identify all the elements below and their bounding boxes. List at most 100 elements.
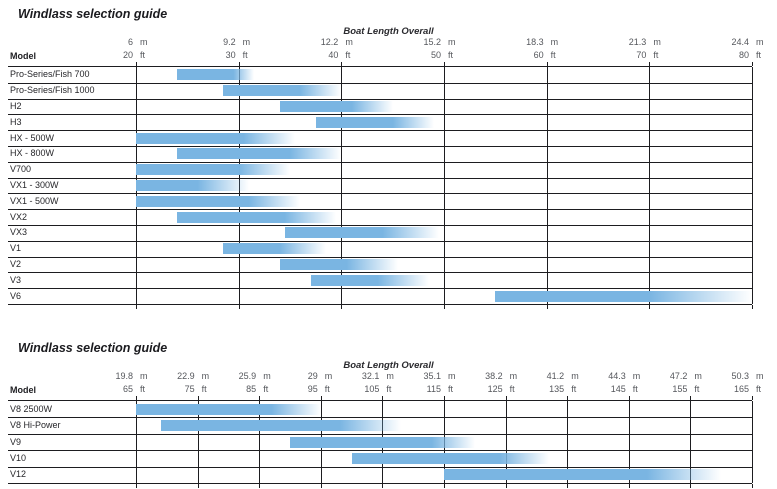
model-label: V6 <box>10 291 22 301</box>
tick-label-m: 22.9 <box>177 371 195 381</box>
model-label: V1 <box>10 243 22 253</box>
tick-unit-m: m <box>201 371 210 381</box>
range-bar <box>223 243 326 254</box>
row-separator <box>8 467 752 468</box>
tick-label-m: 6 <box>127 37 133 47</box>
tick-unit-ft: ft <box>509 384 515 394</box>
row-separator <box>8 209 752 210</box>
model-label: V700 <box>10 164 32 174</box>
model-label: V10 <box>10 453 27 463</box>
gridline <box>567 401 569 483</box>
tick-unit-ft: ft <box>756 50 762 60</box>
tick-label-ft: 105 <box>364 384 380 394</box>
tick-unit-ft: ft <box>694 384 700 394</box>
row-separator <box>8 434 752 435</box>
model-column-header: Model <box>10 51 36 61</box>
range-bar <box>223 85 341 96</box>
tick-label-m: 12.2 <box>320 37 339 47</box>
tick-unit-m: m <box>140 37 148 47</box>
gridline <box>752 401 753 483</box>
axis-tick <box>690 484 692 488</box>
tick-label-m: 25.9 <box>238 371 257 381</box>
gridline <box>752 67 753 304</box>
tick-unit-m: m <box>448 37 456 47</box>
axis-tick-labels: 6 m 20 ft 9.2 m 30 ft 12.2 m 40 ft 15.2 m 50 ft 18.3 m 60 f… <box>0 0 777 66</box>
axis-tick <box>238 62 240 66</box>
range-bar <box>136 404 321 415</box>
axis-tick <box>259 484 261 488</box>
tick-unit-ft: ft <box>324 384 330 394</box>
range-bar <box>177 212 336 223</box>
tick-label-m: 47.2 <box>669 371 688 381</box>
tick-unit-ft: ft <box>632 384 638 394</box>
axis-tick <box>444 396 445 400</box>
axis-tick <box>628 396 630 400</box>
row-separator <box>8 146 752 147</box>
axis-tick <box>136 305 137 309</box>
tick-unit-ft: ft <box>386 384 392 394</box>
range-bar <box>177 148 341 159</box>
model-label: V12 <box>10 469 27 479</box>
gridline <box>341 67 343 304</box>
gridline <box>444 67 445 304</box>
boat-length-overall-label: Boat Length Overall <box>343 360 434 371</box>
tick-unit-ft: ft <box>201 384 207 394</box>
tick-unit-m: m <box>386 371 394 381</box>
model-label: VX2 <box>10 212 28 222</box>
axis-tick <box>546 62 548 66</box>
axis-tick <box>197 484 199 488</box>
model-label: V9 <box>10 437 22 447</box>
tick-label-m: 9.2 <box>223 37 236 47</box>
axis-tick <box>320 396 322 400</box>
range-bar <box>177 69 254 80</box>
axis-tick <box>382 484 384 488</box>
axis-tick <box>136 396 137 400</box>
range-bar <box>136 133 295 144</box>
tick-label-m: 38.2 <box>485 371 503 381</box>
axis-tick <box>752 396 753 400</box>
tick-unit-m: m <box>242 37 251 47</box>
row-separator <box>8 193 752 194</box>
row-separator <box>8 178 752 179</box>
axis-tick <box>567 484 569 488</box>
range-bar <box>280 101 393 112</box>
tick-label-ft: 70 <box>636 50 647 60</box>
tick-unit-m: m <box>653 37 661 47</box>
range-bar <box>280 259 398 270</box>
tick-unit-m: m <box>550 37 559 47</box>
chart-grid: V8 2500W V8 Hi-Power V9 V10 V12 <box>8 396 753 488</box>
model-label: H3 <box>10 117 22 127</box>
row-separator <box>8 241 752 242</box>
model-label: Pro-Series/Fish 700 <box>10 69 90 79</box>
axis-tick <box>136 484 137 488</box>
tick-unit-m: m <box>345 37 353 47</box>
row-separator <box>8 417 752 418</box>
gridline <box>259 401 261 483</box>
row-separator <box>8 130 752 131</box>
tick-label-ft: 20 <box>122 50 133 60</box>
range-bar <box>136 164 290 175</box>
range-bar <box>136 196 300 207</box>
row-separator <box>8 450 752 451</box>
chart-title: Windlass selection guide <box>18 7 168 21</box>
tick-unit-ft: ft <box>448 50 454 60</box>
row-separator <box>8 99 752 100</box>
tick-label-ft: 75 <box>184 384 195 394</box>
tick-unit-m: m <box>140 371 148 381</box>
model-label: HX - 800W <box>10 148 55 158</box>
selection-guide-chart-1: Windlass selection guide Boat Length Ove… <box>0 0 777 309</box>
axis-tick <box>546 305 548 309</box>
axis-tick <box>567 396 569 400</box>
model-label: H2 <box>10 101 22 111</box>
model-column-header: Model <box>10 385 36 395</box>
model-label: HX - 500W <box>10 133 55 143</box>
tick-label-ft: 80 <box>738 50 749 60</box>
axis-tick <box>628 484 630 488</box>
axis-tick <box>752 484 753 488</box>
tick-unit-ft: ft <box>242 50 248 60</box>
tick-label-ft: 125 <box>487 384 503 394</box>
tick-label-ft: 155 <box>672 384 688 394</box>
tick-label-ft: 145 <box>610 384 626 394</box>
gridline <box>136 401 137 483</box>
